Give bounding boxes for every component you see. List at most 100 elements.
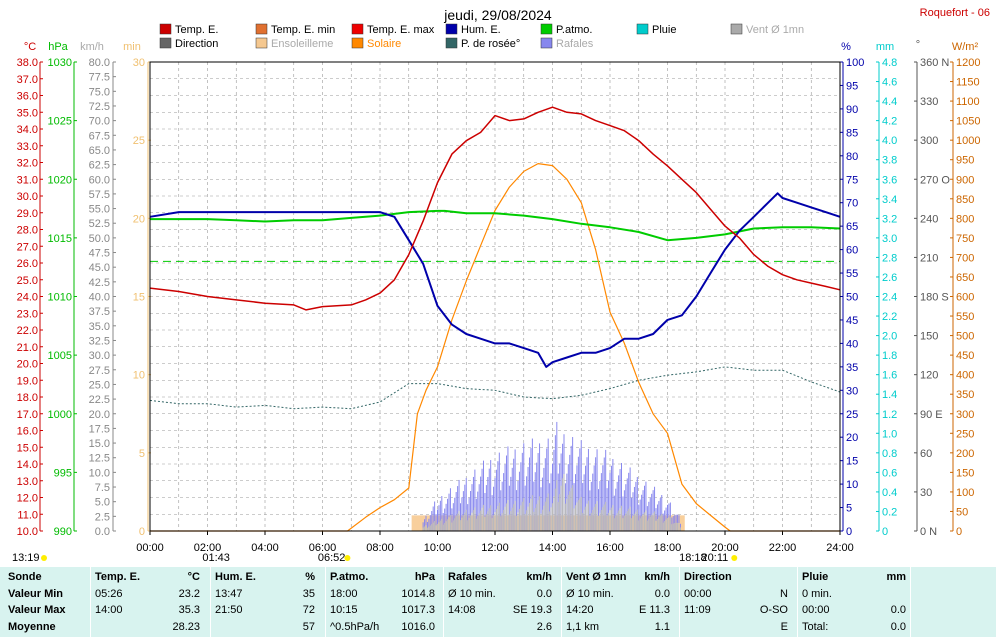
axis-tick-label: 4.4: [882, 96, 897, 108]
plot-frame: [149, 61, 841, 532]
chart-title: jeudi, 29/08/2024: [443, 7, 552, 23]
legend-label: Temp. E. max: [367, 24, 435, 36]
axis-tick-label: 31.0: [17, 174, 38, 186]
axis-tick-label: 1.4: [882, 389, 897, 401]
legend-label: Temp. E.: [175, 24, 218, 36]
moonrise-time: 13:19: [12, 552, 40, 564]
axis-tick-label: 25: [846, 409, 858, 421]
axis-tick-label: 200: [956, 448, 974, 460]
axis-tick-label: 35.0: [89, 321, 110, 333]
table-separator: [210, 567, 211, 637]
axis-tick-label: 4.6: [882, 77, 897, 89]
table-header-cell: mm: [886, 571, 906, 583]
axis-tick-label: 50.0: [89, 233, 110, 245]
moonset-time: 01:43: [202, 552, 230, 564]
axis-tick-label: 3.4: [882, 194, 897, 206]
x-tick-label: 20:00: [711, 542, 739, 554]
axis-tick-label: 12.0: [17, 493, 38, 505]
summary-table: Sonde Temp. E. °C Hum. E.% P.atmo. hPa Rafales…: [0, 567, 996, 637]
axis-tick-label: 350: [956, 389, 974, 401]
axis-tick-label: 3.2: [882, 213, 897, 225]
axis-tick-label: 3.0: [882, 233, 897, 245]
axis-tick-label: 25: [133, 135, 145, 147]
table-cell: 05:26: [95, 587, 123, 600]
axis-tick-label: 26.0: [17, 258, 38, 270]
table-separator: [679, 567, 680, 637]
axis-tick-label: 100: [956, 487, 974, 499]
table-header-cell: Hum. E.: [215, 571, 256, 583]
x-tick-label: 12:00: [481, 542, 509, 554]
table-cell: E 11.3: [639, 604, 670, 616]
axis-tick-label: 150: [920, 331, 938, 343]
axis-tick-label: 240: [920, 213, 938, 225]
axis-tick-label: 28.0: [17, 225, 38, 237]
axis-tick-label: 600: [956, 292, 974, 304]
axis-tick-label: 50: [846, 292, 858, 304]
axis-tick-label: 4.8: [882, 57, 897, 69]
axis-tick-label: 850: [956, 194, 974, 206]
legend-label: Pluie: [652, 24, 676, 36]
table-cell: 57: [302, 620, 315, 633]
table-cell: 1016.0: [401, 620, 435, 633]
axis-tick-label: 750: [956, 233, 974, 245]
axis-tick-label: 37.0: [17, 74, 38, 86]
table-header-cell: °C: [187, 571, 200, 583]
axis-tick-label: 0: [139, 526, 145, 538]
axis-tick-label: 270 O: [920, 174, 950, 186]
axis-tick-label: 5.0: [95, 497, 110, 509]
axis-tick-label: 62.5: [89, 160, 110, 172]
axis-tick-label: 33.0: [17, 141, 38, 153]
axis-tick-label: 17.0: [17, 409, 38, 421]
axis-tick-label: 34.0: [17, 124, 38, 136]
table-cell: 72: [302, 604, 315, 616]
axis-tick-label: 70.0: [89, 116, 110, 128]
axis-tick-label: 80: [846, 151, 858, 163]
axis-tick-label: 77.5: [89, 72, 110, 84]
table-header-cell: km/h: [644, 571, 670, 583]
table-cell: 10:15: [330, 604, 358, 616]
sun-icon: [344, 555, 351, 561]
axis-tick-label: 2.4: [882, 292, 897, 304]
table-separator: [797, 567, 798, 637]
legend-swatch: [540, 23, 553, 35]
axis-tick-label: 38.0: [17, 57, 38, 69]
legend-swatch: [351, 23, 364, 35]
axis-tick-label: 10: [133, 370, 145, 382]
table-header-cell: hPa: [414, 571, 435, 583]
axis-tick-label: 1000: [48, 409, 72, 421]
table-cell: 18:00: [330, 587, 358, 600]
axis-tick-label: 80.0: [89, 57, 110, 69]
axis-tick-label: 67.5: [89, 130, 110, 142]
table-cell: 35.3: [178, 604, 200, 616]
axis-tick-label: 2.2: [882, 311, 897, 323]
axis-tick-label: 950: [956, 155, 974, 167]
axis-tick-label: 1050: [956, 116, 980, 128]
axis-tick-label: 22.0: [17, 325, 38, 337]
legend-swatch: [445, 23, 458, 35]
axis-tick-label: 1025: [48, 116, 72, 128]
x-tick-label: 10:00: [424, 542, 452, 554]
x-tick-label: 06:00: [309, 542, 337, 554]
table-cell: Moyenne: [8, 620, 56, 633]
axis-tick-label: 23.0: [17, 308, 38, 320]
axis-tick-label: 10.0: [17, 526, 38, 538]
table-cell: 0.0: [890, 604, 906, 616]
axis-tick-label: 35.0: [17, 107, 38, 119]
axis-tick-label: 12.5: [89, 453, 110, 465]
axis-tick-label: 2.6: [882, 272, 897, 284]
axis-tick-label: 15.0: [89, 438, 110, 450]
table-separator: [443, 567, 444, 637]
legend-label: Solaire: [367, 38, 401, 50]
table-cell: 00:00: [802, 604, 830, 616]
table-cell: ^0.5hPa/h: [330, 620, 380, 633]
axis-tick-label: 2.0: [882, 331, 897, 343]
axis-tick-label: 3.8: [882, 155, 897, 167]
axis-tick-label: 10: [846, 479, 858, 491]
axis-tick-label: 75: [846, 174, 858, 186]
legend-label: Ensoleilleme: [271, 38, 333, 50]
table-cell: N: [780, 587, 788, 600]
table-header-cell: %: [305, 571, 315, 583]
axis-tick-label: 15: [846, 456, 858, 468]
legend-label: Temp. E. min: [271, 24, 335, 36]
table-cell: 11:09: [684, 604, 711, 616]
